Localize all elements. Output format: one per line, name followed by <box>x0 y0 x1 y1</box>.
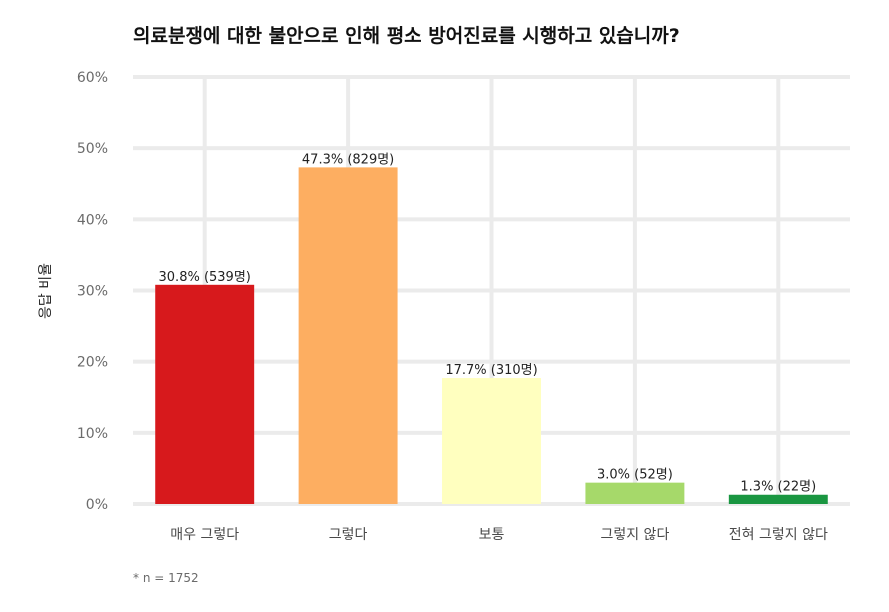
bar <box>728 494 828 504</box>
y-tick-label: 60% <box>77 70 108 86</box>
data-labels: 30.8% (539명) 47.3% (829명) 17.7% (310명) 3.0%… <box>159 152 817 494</box>
bar <box>585 482 685 504</box>
x-axis-categories: 매우 그렇다 그렇다 보통 그렇지 않다 전혀 그렇지 않다 <box>170 527 828 543</box>
footnote: * n = 1752 <box>133 571 199 585</box>
bar-value-label: 1.3% (22명) <box>740 480 816 495</box>
bar <box>298 167 398 505</box>
y-tick-label: 10% <box>77 426 108 442</box>
y-axis-title: 응답 비율 <box>38 263 54 319</box>
x-tick-label: 그렇다 <box>329 527 368 543</box>
y-tick-label: 50% <box>77 141 108 157</box>
bars <box>155 167 828 505</box>
bar <box>155 284 255 504</box>
x-tick-label: 보통 <box>479 527 505 543</box>
y-tick-label: 40% <box>77 212 108 228</box>
bar-value-label: 3.0% (52명) <box>597 468 673 483</box>
x-tick-label: 그렇지 않다 <box>600 527 669 543</box>
y-tick-label: 0% <box>86 497 108 513</box>
y-tick-label: 20% <box>77 355 108 371</box>
bar-value-label: 17.7% (310명) <box>445 363 537 378</box>
chart-title: 의료분쟁에 대한 불안으로 인해 평소 방어진료를 시행하고 있습니까? <box>133 25 680 47</box>
x-tick-label: 전혀 그렇지 않다 <box>729 527 828 543</box>
bar-value-label: 47.3% (829명) <box>302 152 394 167</box>
bar <box>442 378 541 504</box>
y-axis-ticks: 0% 10% 20% 30% 40% 50% 60% <box>77 70 108 513</box>
y-tick-label: 30% <box>77 284 108 300</box>
x-tick-label: 매우 그렇다 <box>170 527 239 543</box>
bar-value-label: 30.8% (539명) <box>159 270 251 285</box>
